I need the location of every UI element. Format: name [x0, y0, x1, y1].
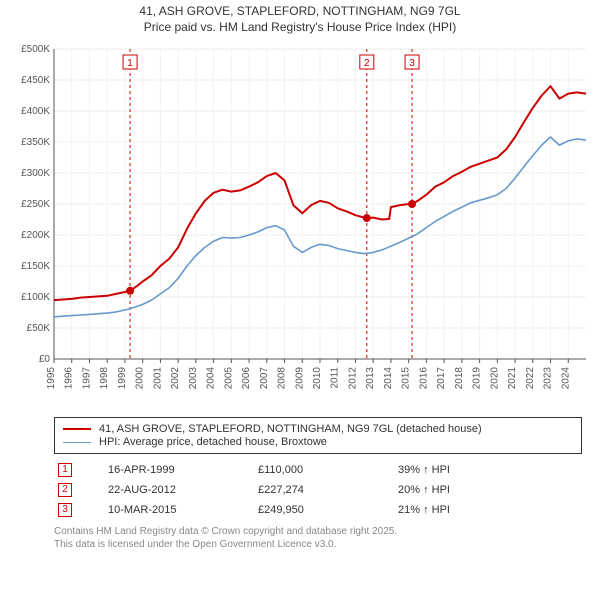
x-tick-label: 1995 [46, 367, 57, 390]
marker-delta: 20% ↑ HPI [394, 480, 582, 500]
vmarker-label: 3 [409, 58, 415, 69]
x-tick-label: 1998 [99, 367, 110, 390]
title-line2: Price paid vs. HM Land Registry's House … [8, 20, 592, 36]
legend: 41, ASH GROVE, STAPLEFORD, NOTTINGHAM, N… [54, 417, 582, 454]
line-chart: £0 £50K £100K £150K £200K £250K £300K £350K £400… [8, 41, 592, 411]
chart-area: £0 £50K £100K £150K £200K £250K £300K £350K £400… [8, 41, 592, 411]
marker-box: 1 [58, 463, 72, 477]
x-tick-label: 2011 [330, 367, 341, 389]
x-tick-label: 2014 [383, 367, 394, 390]
title-line1: 41, ASH GROVE, STAPLEFORD, NOTTINGHAM, N… [8, 4, 592, 20]
marker-box: 2 [58, 483, 72, 497]
y-tick-label: £0 [39, 354, 51, 365]
legend-swatch-hpi [63, 442, 91, 443]
marker-price: £110,000 [254, 460, 394, 480]
x-tick-label: 2024 [560, 367, 571, 390]
x-tick-label: 2017 [436, 367, 447, 390]
y-tick-label: £200K [21, 230, 50, 241]
x-tick-label: 2013 [365, 367, 376, 390]
y-tick-label: £300K [21, 168, 50, 179]
license-line2: This data is licensed under the Open Gov… [54, 539, 582, 552]
x-tick-label: 2006 [241, 367, 252, 390]
y-tick-label: £50K [27, 323, 51, 334]
legend-label-hpi: HPI: Average price, detached house, Brox… [99, 436, 327, 448]
marker-box: 3 [58, 503, 72, 517]
x-tick-label: 2015 [401, 367, 412, 390]
legend-row-price: 41, ASH GROVE, STAPLEFORD, NOTTINGHAM, N… [63, 423, 573, 435]
marker-delta: 39% ↑ HPI [394, 460, 582, 480]
x-tick-label: 1996 [64, 367, 75, 390]
x-tick-label: 2020 [489, 367, 500, 390]
marker-row: 2 22-AUG-2012£227,27420% ↑ HPI [54, 480, 582, 500]
x-tick-label: 2009 [294, 367, 305, 390]
x-tick-label: 2016 [418, 367, 429, 390]
legend-swatch-price [63, 428, 91, 430]
marker-date: 10-MAR-2015 [104, 500, 254, 520]
vmarker-label: 1 [127, 58, 133, 69]
y-tick-label: £100K [21, 292, 50, 303]
license-line1: Contains HM Land Registry data © Crown c… [54, 526, 582, 539]
x-tick-label: 2021 [507, 367, 518, 390]
x-tick-label: 2022 [525, 367, 536, 390]
x-tick-label: 1997 [81, 367, 92, 390]
legend-row-hpi: HPI: Average price, detached house, Brox… [63, 436, 573, 448]
marker-date: 16-APR-1999 [104, 460, 254, 480]
marker-table: 1 16-APR-1999£110,00039% ↑ HPI 2 22-AUG-201… [54, 460, 582, 520]
marker-price: £249,950 [254, 500, 394, 520]
x-tick-label: 2019 [472, 367, 483, 390]
vmarker-label: 2 [364, 58, 370, 69]
y-tick-label: £350K [21, 137, 50, 148]
marker-row: 3 10-MAR-2015£249,95021% ↑ HPI [54, 500, 582, 520]
x-tick-label: 2000 [135, 367, 146, 390]
x-tick-label: 2003 [188, 367, 199, 390]
y-tick-label: £450K [21, 75, 50, 86]
license-text: Contains HM Land Registry data © Crown c… [54, 526, 582, 551]
x-tick-label: 2023 [543, 367, 554, 390]
y-tick-label: £400K [21, 106, 50, 117]
legend-label-price: 41, ASH GROVE, STAPLEFORD, NOTTINGHAM, N… [99, 423, 482, 435]
x-tick-label: 2001 [152, 367, 163, 390]
x-tick-label: 1999 [117, 367, 128, 390]
marker-price: £227,274 [254, 480, 394, 500]
y-tick-label: £500K [21, 44, 50, 55]
x-tick-label: 2012 [347, 367, 358, 390]
marker-delta: 21% ↑ HPI [394, 500, 582, 520]
x-tick-label: 2008 [277, 367, 288, 390]
x-tick-label: 2007 [259, 367, 270, 390]
x-tick-label: 2018 [454, 367, 465, 390]
x-tick-label: 2010 [312, 367, 323, 390]
marker-date: 22-AUG-2012 [104, 480, 254, 500]
x-tick-label: 2005 [223, 367, 234, 390]
marker-row: 1 16-APR-1999£110,00039% ↑ HPI [54, 460, 582, 480]
y-tick-label: £250K [21, 199, 50, 210]
chart-title: 41, ASH GROVE, STAPLEFORD, NOTTINGHAM, N… [0, 0, 600, 35]
x-tick-label: 2004 [206, 367, 217, 390]
y-tick-label: £150K [21, 261, 50, 272]
x-tick-label: 2002 [170, 367, 181, 390]
